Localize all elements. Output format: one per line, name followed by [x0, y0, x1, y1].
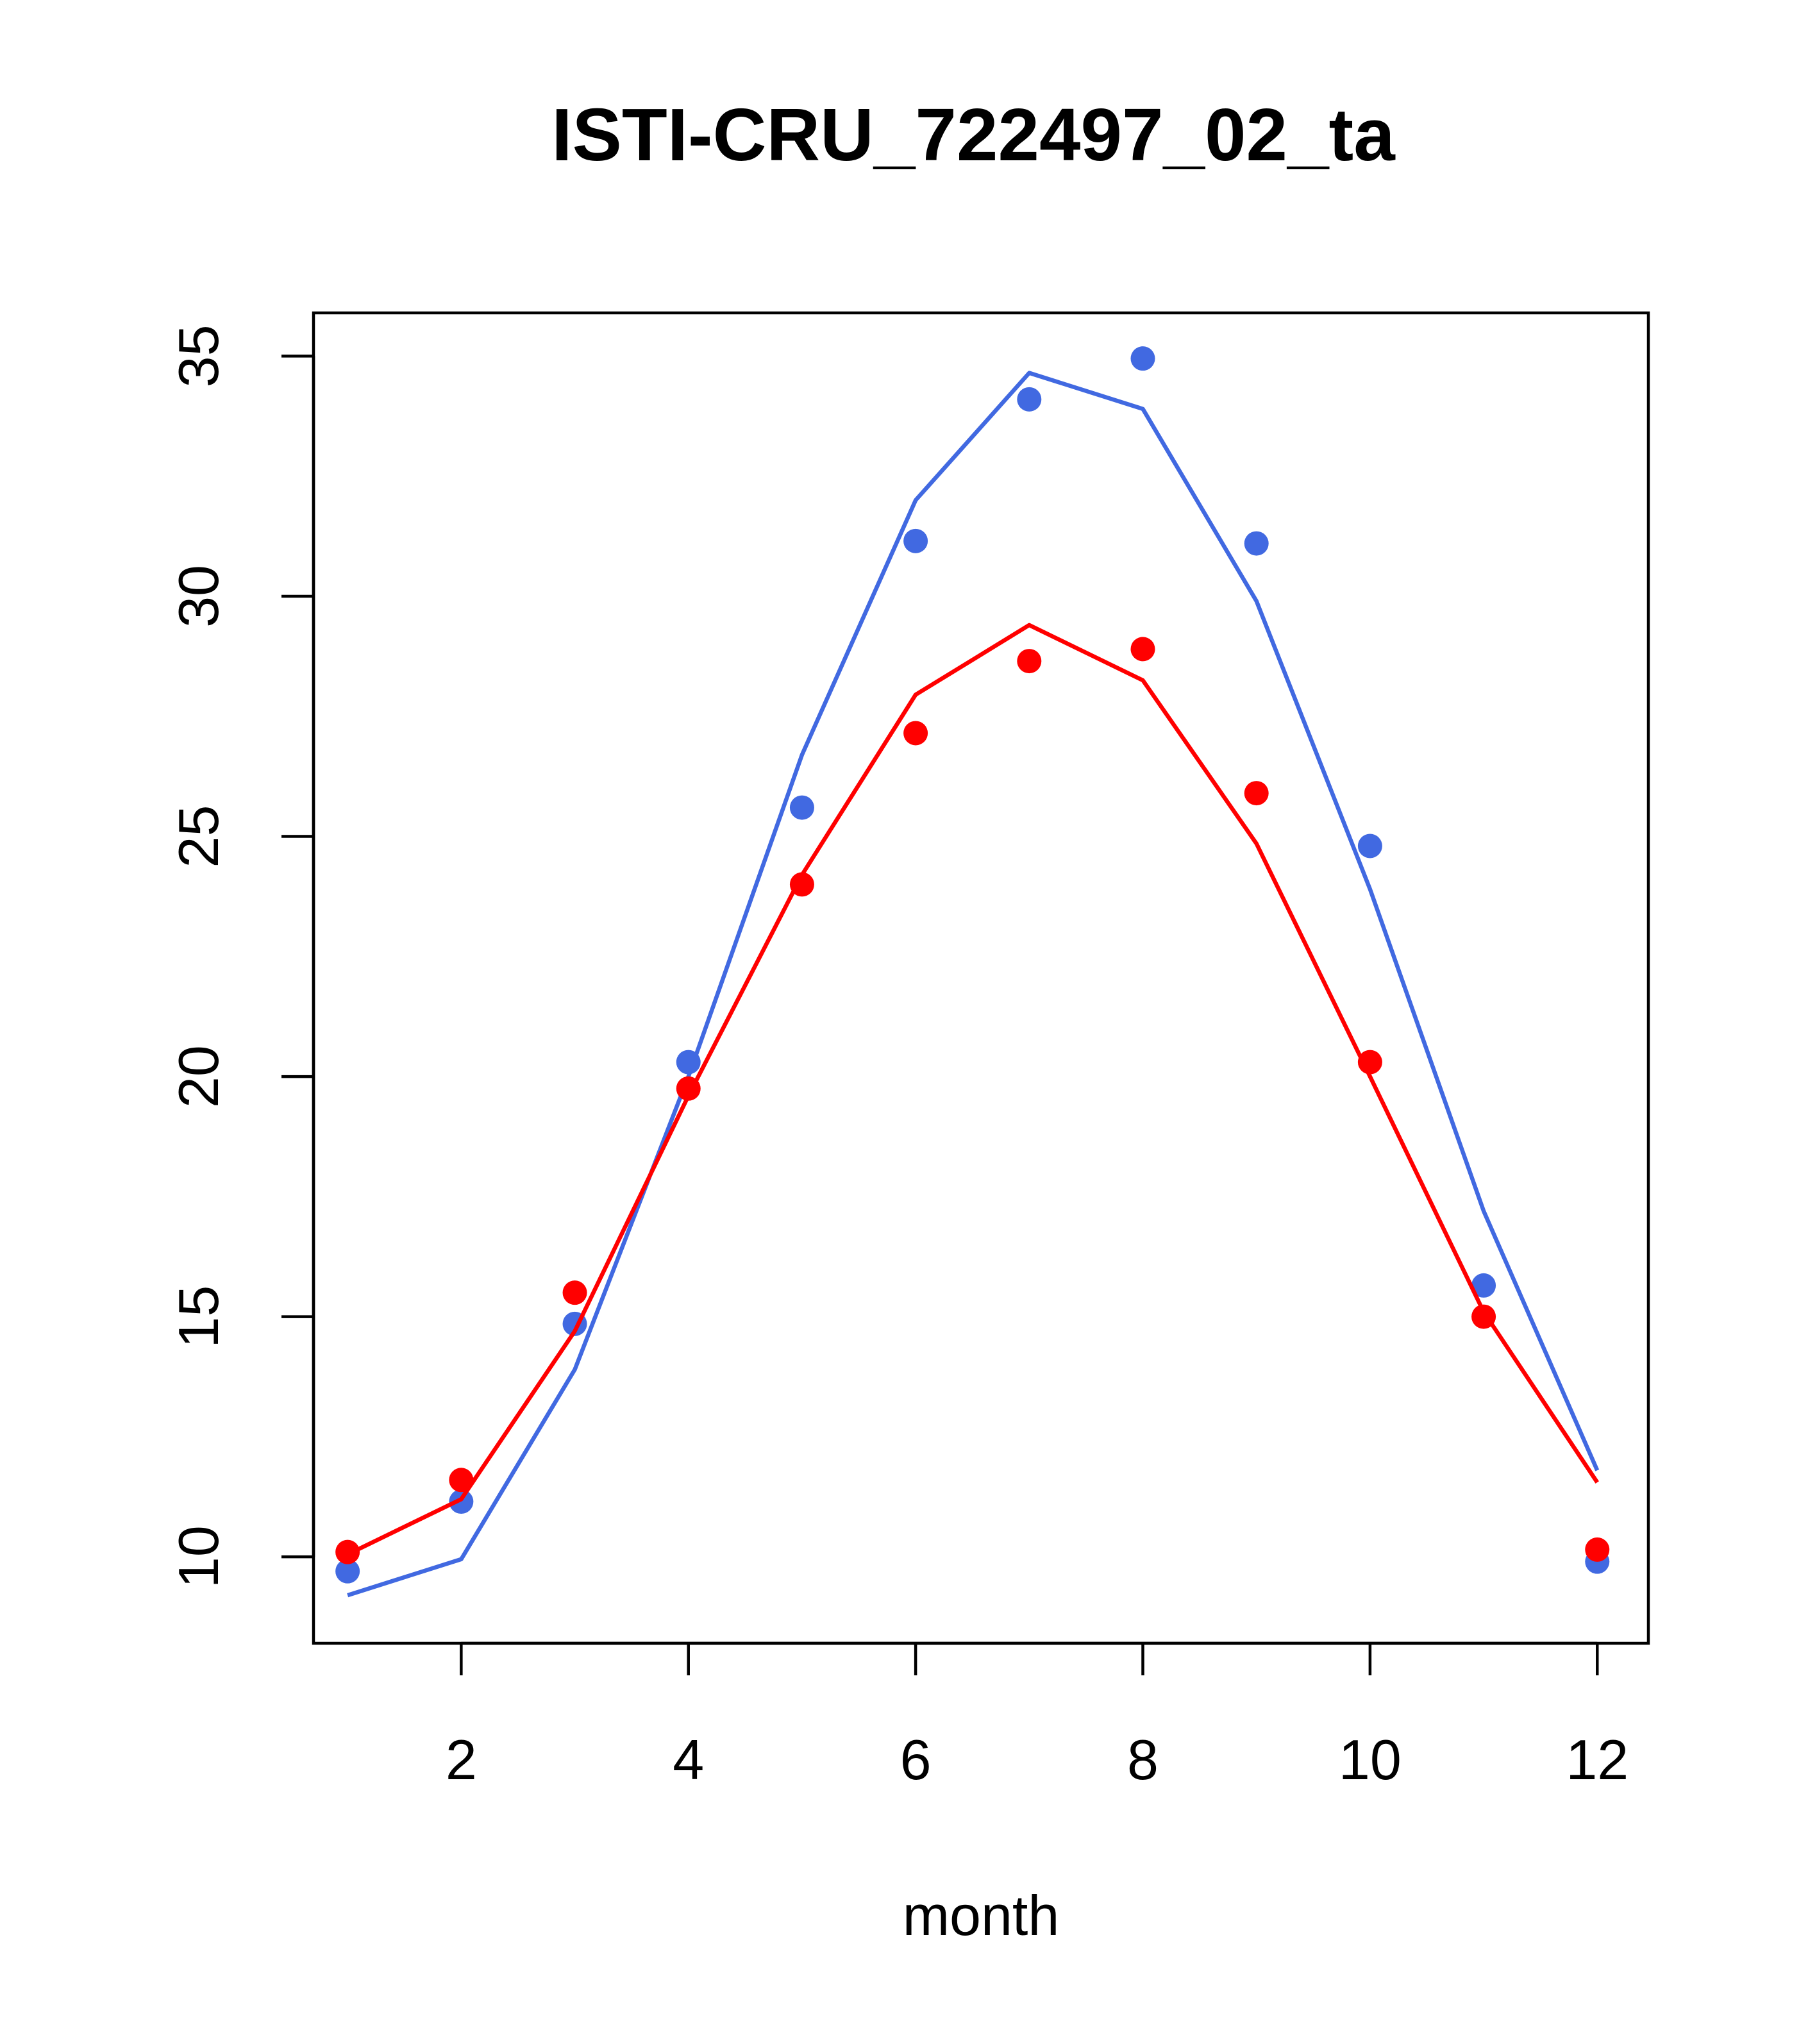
series-2 [335, 623, 1610, 1564]
x-tick-label: 2 [446, 1728, 477, 1791]
x-tick-label: 4 [673, 1728, 704, 1791]
y-tick-label: 15 [167, 1286, 230, 1348]
x-tick-label: 6 [900, 1728, 932, 1791]
chart-title: ISTI-CRU_722497_02_ta [551, 93, 1396, 176]
x-axis: 2 4 6 8 10 12 [446, 1641, 1629, 1791]
x-tick-label: 10 [1339, 1728, 1402, 1791]
data-point [449, 1468, 474, 1493]
x-tick-label: 12 [1566, 1728, 1629, 1791]
data-point [1471, 1273, 1496, 1298]
y-tick-label: 20 [167, 1045, 230, 1108]
series-line [347, 371, 1600, 1598]
y-tick-label: 35 [167, 324, 230, 387]
data-point [1357, 834, 1382, 859]
data-point [335, 1539, 360, 1564]
series-line [346, 623, 1599, 1557]
data-point [1244, 781, 1269, 806]
data-point [449, 1489, 474, 1514]
data-point [676, 1076, 701, 1101]
data-point [1357, 1050, 1382, 1075]
data-point [1585, 1537, 1610, 1562]
data-point [789, 795, 814, 820]
data-point [1017, 649, 1042, 674]
data-point [562, 1280, 587, 1305]
data-point [1130, 637, 1155, 662]
data-point [903, 528, 928, 553]
data-point [903, 721, 928, 746]
data-point [1017, 387, 1042, 412]
y-tick-label: 10 [167, 1525, 230, 1588]
series-layer [335, 346, 1610, 1598]
data-point [789, 872, 814, 897]
data-point [1471, 1304, 1496, 1329]
x-axis-label: month [903, 1884, 1060, 1947]
data-point [335, 1559, 360, 1584]
data-point [1130, 346, 1155, 371]
y-tick-label: 30 [167, 565, 230, 628]
data-point [1244, 531, 1269, 556]
x-tick-label: 8 [1127, 1728, 1159, 1791]
data-point [676, 1050, 701, 1075]
y-tick-label: 25 [167, 805, 230, 868]
y-axis: 10 15 20 25 30 35 [167, 324, 315, 1588]
